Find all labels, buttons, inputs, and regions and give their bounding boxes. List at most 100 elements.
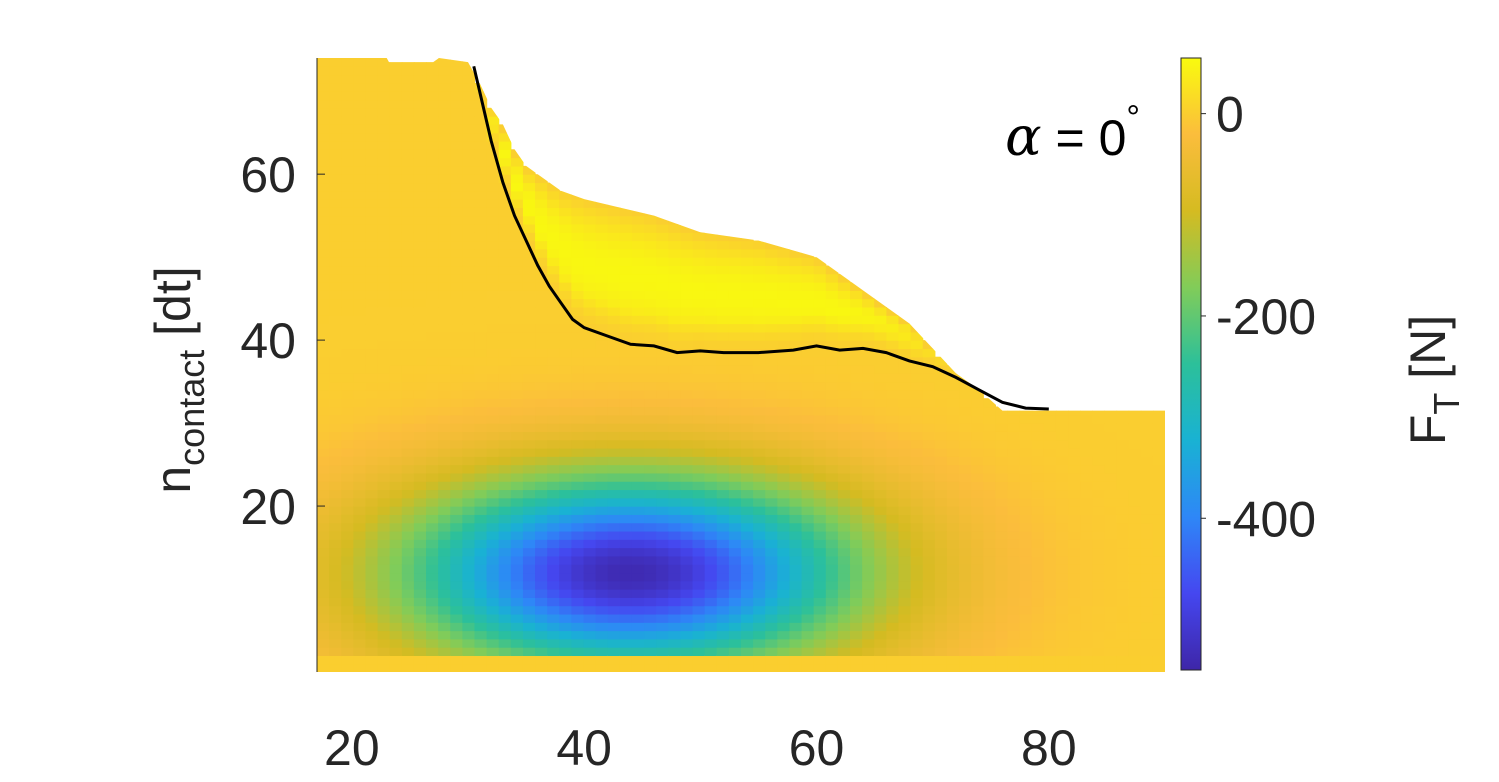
heatmap-cell — [898, 605, 912, 615]
heatmap-cell — [801, 572, 815, 582]
heatmap-cell — [547, 497, 560, 507]
heatmap-cell — [413, 356, 427, 366]
heatmap-cell — [571, 447, 585, 457]
heatmap-cell — [825, 398, 839, 408]
heatmap-cell — [971, 613, 984, 623]
heatmap-cell — [692, 605, 706, 615]
heatmap-cell — [959, 406, 972, 416]
heatmap-cell — [365, 140, 379, 150]
heatmap-cell — [644, 315, 657, 325]
heatmap-cell — [353, 331, 367, 341]
heatmap-cell — [607, 605, 621, 615]
heatmap-cell — [728, 605, 742, 615]
heatmap-cell — [535, 207, 548, 217]
heatmap-cell — [365, 630, 379, 640]
heatmap-cell — [813, 481, 827, 491]
heatmap-cell — [837, 580, 851, 590]
heatmap-cell — [365, 506, 379, 515]
heatmap-cell — [619, 497, 633, 507]
heatmap-cell — [571, 589, 585, 598]
heatmap-cell — [789, 331, 803, 341]
heatmap-cell — [571, 356, 585, 366]
heatmap-cell — [946, 613, 960, 623]
heatmap-cell — [741, 323, 754, 333]
heatmap-cell — [728, 663, 742, 672]
heatmap-cell — [486, 481, 500, 491]
heatmap-cell — [1055, 663, 1069, 672]
heatmap-cell — [1140, 530, 1154, 540]
heatmap-cell — [510, 290, 524, 300]
heatmap-cell — [353, 91, 367, 101]
heatmap-cell — [619, 506, 633, 515]
heatmap-cell — [1007, 638, 1021, 648]
heatmap-cell — [741, 613, 754, 623]
heatmap-cell — [680, 663, 694, 672]
heatmap-cell — [789, 464, 803, 474]
heatmap-cell — [959, 647, 972, 657]
heatmap-cell — [1080, 622, 1093, 632]
heatmap-cell — [850, 356, 863, 366]
heatmap-cell — [535, 522, 548, 532]
heatmap-cell — [741, 306, 754, 316]
heatmap-cell — [1031, 638, 1045, 648]
heatmap-cell — [426, 580, 439, 590]
heatmap-cell — [898, 539, 912, 549]
heatmap-cell — [510, 597, 524, 607]
heatmap-cell — [317, 647, 330, 657]
heatmap-cell — [426, 190, 439, 200]
heatmap-cell — [825, 423, 839, 432]
heatmap-cell — [462, 622, 476, 632]
heatmap-cell — [656, 464, 669, 474]
heatmap-cell — [765, 340, 778, 350]
heatmap-cell — [474, 215, 488, 225]
heatmap-cell — [438, 257, 451, 267]
heatmap-cell — [317, 406, 330, 416]
heatmap-cell — [426, 464, 439, 474]
heatmap-cell — [801, 472, 815, 482]
heatmap-cell — [1092, 456, 1106, 466]
heatmap-cell — [644, 522, 657, 532]
heatmap-cell — [850, 398, 863, 408]
heatmap-cell — [995, 638, 1009, 648]
heatmap-cell — [462, 514, 476, 524]
heatmap-cell — [583, 273, 597, 283]
heatmap-cell — [668, 223, 682, 233]
heatmap-cell — [510, 165, 524, 175]
heatmap-cell — [874, 647, 887, 657]
heatmap-cell — [583, 406, 597, 416]
heatmap-cell — [813, 381, 827, 391]
heatmap-cell — [971, 622, 984, 632]
heatmap-cell — [341, 530, 354, 540]
heatmap-cell — [619, 547, 633, 557]
heatmap-cell — [813, 564, 827, 574]
heatmap-cell — [438, 265, 451, 275]
heatmap-cell — [389, 273, 403, 283]
heatmap-cell — [474, 306, 488, 316]
heatmap-cell — [862, 323, 875, 333]
heatmap-cell — [486, 331, 500, 341]
heatmap-cell — [995, 530, 1009, 540]
heatmap-cell — [413, 555, 427, 565]
heatmap-cell — [462, 389, 476, 399]
heatmap-cell — [668, 331, 682, 341]
heatmap-cell — [644, 273, 657, 283]
heatmap-cell — [535, 514, 548, 524]
heatmap-cell — [474, 464, 488, 474]
heatmap-cell — [753, 472, 766, 482]
heatmap-cell — [716, 406, 730, 416]
heatmap-cell — [510, 257, 524, 267]
heatmap-cell — [910, 489, 924, 499]
heatmap-cell — [607, 423, 621, 432]
heatmap-cell — [668, 248, 682, 258]
heatmap-cell — [850, 506, 863, 515]
heatmap-cell — [450, 315, 463, 325]
heatmap-cell — [1080, 464, 1093, 474]
heatmap-cell — [922, 373, 936, 383]
heatmap-cell — [329, 215, 342, 225]
heatmap-cell — [813, 373, 827, 383]
heatmap-cell — [450, 306, 463, 316]
heatmap-cell — [1116, 423, 1130, 432]
heatmap-cell — [680, 539, 694, 549]
heatmap-cell — [401, 530, 415, 540]
heatmap-cell — [801, 315, 815, 325]
